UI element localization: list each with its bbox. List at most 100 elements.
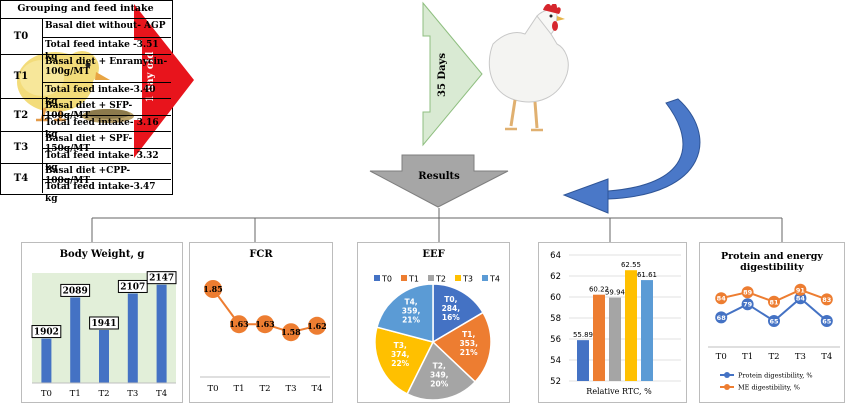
pie-slice — [374, 326, 435, 395]
group-id: T3 — [0, 132, 43, 163]
data-label: 1902 — [34, 328, 59, 338]
tick-label: 54 — [550, 356, 561, 366]
data-label: 65 — [822, 318, 832, 326]
data-label-box — [89, 316, 119, 330]
tick-label: T3 — [285, 384, 296, 394]
chart-title: Protein and energy digestibility — [721, 251, 823, 273]
group-id: T1 — [0, 55, 43, 98]
tick-label: 56 — [550, 335, 561, 345]
group-feed: Total feed intake -3.51 kg — [43, 37, 171, 62]
connector-lines — [91, 208, 783, 242]
tick-label: T2 — [98, 389, 109, 399]
fcr-plot: 1.85 T0 1.63 T1 1.63 T2 1.58 T3 1.62 T4 — [200, 280, 330, 394]
data-point — [256, 315, 274, 334]
group-diet: Basal diet + SPF-150g/MT — [45, 134, 133, 154]
tick-label: T2 — [768, 352, 779, 362]
rtc-chart: 52 54 56 58 60 62 64 55.89 60.22 59.94 62.55 61.61 R… — [538, 242, 687, 403]
data-point — [741, 298, 754, 311]
slice-label: T3, — [394, 341, 407, 350]
slice-label: 359, — [402, 307, 421, 316]
slice-label: 16% — [442, 313, 460, 322]
legend-label: T3 — [462, 275, 473, 284]
legend-marker — [724, 384, 730, 390]
bar — [625, 270, 637, 381]
data-label: 60.22 — [589, 286, 609, 294]
group-row: T2 Basal diet + SFP-100g/MT Total feed i… — [0, 99, 171, 140]
group-feed: Total feed intake-3.47 kg — [43, 179, 171, 204]
results-label: Results — [418, 171, 460, 182]
tick-label: 52 — [550, 377, 561, 387]
group-id: T4 — [0, 164, 43, 193]
digestibility-chart: Protein and energy digestibility 68 79 65 8… — [699, 242, 845, 403]
data-label-box — [117, 279, 148, 293]
data-label: 81 — [769, 298, 779, 306]
results-curve-arrow — [562, 98, 701, 214]
data-label: 1.63 — [229, 319, 249, 329]
results-arrow — [369, 154, 509, 208]
pie-slice — [432, 283, 484, 344]
bar — [127, 293, 138, 383]
data-label: 83 — [822, 296, 831, 304]
legend-label: ME digestibility, % — [738, 384, 800, 392]
data-label: 2107 — [120, 282, 145, 292]
tick-label: T0 — [207, 384, 218, 394]
data-point — [741, 286, 754, 299]
data-point — [820, 293, 833, 306]
eef-plot: T0 T1 T2 T3 T4T0,284,16%T1,353,21%T2,349,20%… — [374, 275, 500, 401]
age-arrow — [134, 4, 194, 158]
slice-label: 22% — [391, 359, 409, 368]
tick-label: T0 — [716, 352, 727, 362]
bar — [577, 340, 589, 381]
data-label: 65 — [769, 318, 779, 326]
tick-label: 64 — [550, 251, 561, 261]
eef-chart: EEF T0 T1 T2 T3 T4 T0, 284, 16% T1, 353, 21% T2, 349… — [357, 242, 510, 403]
data-label: 59.94 — [605, 289, 626, 297]
legend-label: T1 — [408, 275, 419, 284]
legend-marker — [724, 372, 730, 378]
data-point — [715, 311, 728, 324]
tick-label: T3 — [795, 352, 806, 362]
legend-swatch — [455, 275, 461, 281]
slice-label: T0, — [444, 295, 457, 304]
group-feed: Total feed intake-3.40 kg — [43, 82, 171, 107]
group-diet: Basal diet +CPP-100g/MT — [45, 166, 131, 186]
bar — [609, 297, 621, 381]
chart-title: EEF — [422, 249, 445, 260]
data-point — [794, 283, 807, 296]
bar — [641, 280, 653, 381]
data-label: 68 — [717, 314, 727, 322]
slice-label: 353, — [459, 339, 478, 348]
chart-title: FCR — [249, 249, 273, 260]
pie-slice — [431, 311, 492, 383]
data-label: 2147 — [149, 274, 174, 284]
bar — [70, 297, 81, 383]
data-label-box — [146, 271, 177, 285]
data-label: 1941 — [91, 319, 116, 329]
legend-swatch — [374, 275, 380, 281]
data-label: 1.62 — [307, 321, 326, 331]
slice-label: 20% — [430, 379, 448, 388]
data-label: 1.58 — [281, 327, 301, 337]
digestibility-plot: 68 79 65 84 65 84 89 81 91 83 T0 T1 T2 T3 T4 Protein di… — [708, 283, 840, 392]
slice-label: T2, — [433, 361, 446, 370]
slice-label: 349, — [430, 370, 449, 379]
data-point — [204, 280, 222, 298]
group-diet: Basal diet without- AGP — [45, 21, 166, 31]
data-point — [820, 315, 833, 327]
data-label: 84 — [717, 295, 727, 303]
data-point — [715, 292, 728, 305]
pie-slice — [376, 283, 434, 343]
group-row: T4 Basal diet +CPP-100g/MT Total feed in… — [0, 164, 171, 204]
slice-label: 374, — [391, 350, 410, 359]
data-label: 62.55 — [621, 261, 641, 269]
legend-swatch — [401, 275, 407, 281]
group-diet: Basal diet + Enramycin-100g/MT — [45, 57, 168, 77]
tick-label: T1 — [233, 384, 244, 394]
body-weight-plot: 1902 T0 2089 T1 1941 T2 2107 T3 2147 T4 — [31, 271, 177, 399]
data-label: 1.63 — [255, 319, 275, 329]
data-label: 61.61 — [637, 271, 657, 279]
legend-label: Protein digestibility, % — [738, 372, 813, 380]
group-feed: Total feed intake- 3.16 kg — [43, 115, 171, 140]
pie-slice — [406, 340, 477, 401]
